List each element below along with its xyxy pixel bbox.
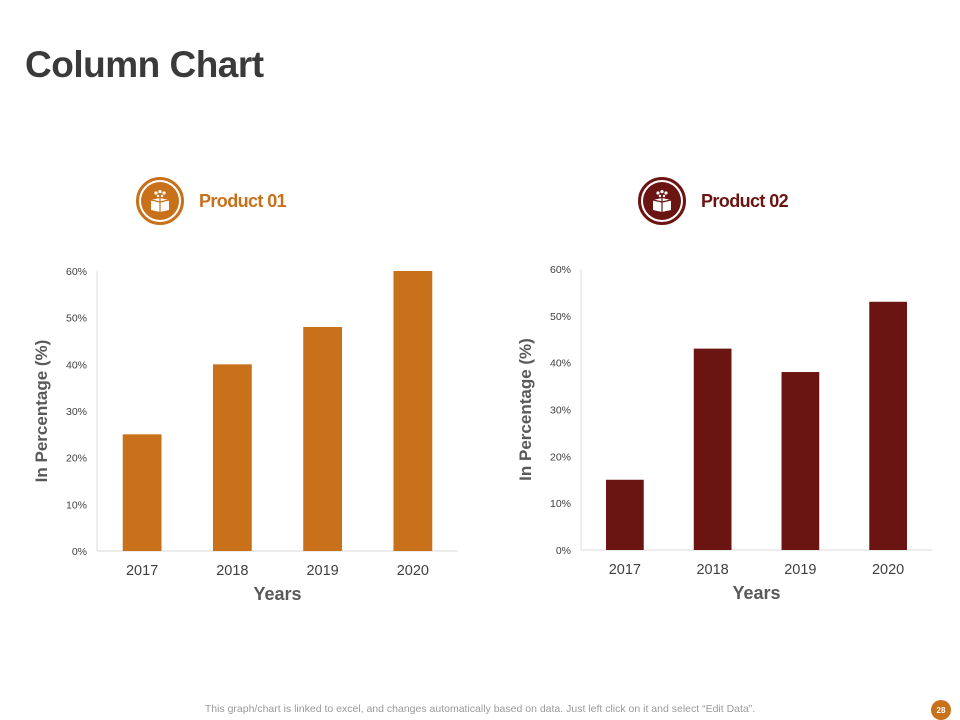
page-number: 28 — [931, 700, 951, 720]
y-tick-label: 10% — [550, 498, 571, 510]
y-tick-label: 20% — [550, 451, 571, 463]
legend-product-02: Product 02 — [638, 177, 789, 225]
x-tick-label: 2019 — [306, 563, 338, 579]
x-tick-label: 2017 — [609, 562, 641, 578]
x-tick-label: 2018 — [696, 562, 728, 578]
y-axis-title: In Percentage (%) — [32, 340, 51, 483]
y-tick-label: 50% — [66, 313, 87, 325]
x-tick-label: 2020 — [397, 563, 429, 579]
legend-badge — [136, 177, 184, 225]
y-tick-label: 10% — [66, 499, 87, 511]
bar — [693, 348, 732, 550]
legend-label: Product 02 — [701, 190, 789, 211]
y-tick-label: 50% — [550, 311, 571, 323]
gift-box-icon — [652, 190, 672, 212]
x-tick-label: 2017 — [126, 563, 158, 579]
y-tick-label: 0% — [72, 546, 87, 558]
bar — [393, 271, 433, 551]
page-title: Column Chart — [25, 44, 264, 85]
y-tick-label: 60% — [550, 264, 571, 276]
gift-box-icon — [150, 190, 170, 212]
y-axis-title: In Percentage (%) — [516, 338, 535, 481]
bar — [122, 434, 162, 551]
x-tick-label: 2019 — [784, 562, 816, 578]
y-tick-label: 30% — [66, 406, 87, 418]
bar — [606, 479, 644, 550]
x-tick-label: 2018 — [216, 563, 248, 579]
footer-note: This graph/chart is linked to excel, and… — [204, 703, 756, 715]
bar — [869, 301, 907, 550]
y-tick-label: 40% — [66, 359, 87, 371]
y-tick-label: 60% — [66, 266, 87, 278]
x-axis-title: Years — [253, 584, 301, 604]
x-tick-label: 2020 — [872, 562, 904, 578]
y-tick-label: 0% — [556, 545, 571, 557]
y-tick-label: 40% — [550, 358, 571, 370]
y-tick-label: 30% — [550, 405, 571, 417]
bar — [781, 372, 820, 550]
legend-label: Product 01 — [199, 190, 287, 211]
bar — [212, 364, 252, 551]
x-axis-title: Years — [732, 583, 780, 603]
legend-badge — [638, 177, 686, 225]
bar — [303, 327, 343, 551]
y-tick-label: 20% — [66, 453, 87, 465]
legend-product-01: Product 01 — [136, 177, 287, 225]
